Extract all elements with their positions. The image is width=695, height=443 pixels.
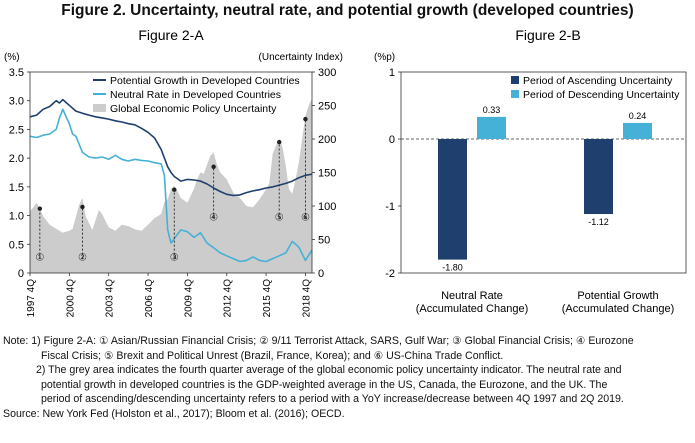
note-1-cont: Fiscal Crisis; ⑤ Brexit and Political Un… [41,349,504,362]
x-tick-label: 1997 4Q [26,279,37,318]
left-tick-label: 1.0 [9,211,24,223]
x-tick-label: 2009 4Q [183,279,194,318]
potential-growth-line [29,98,313,197]
b-tick-label: 0 [389,134,395,146]
left-tick-label: 2.0 [9,153,24,165]
left-tick-label: 3.0 [9,96,24,108]
right-tick-label: 100 [318,201,336,213]
left-tick-label: 1.5 [9,182,24,194]
event-label: ④ [209,212,218,223]
figure-title: Figure 2. Uncertainty, neutral rate, and… [61,2,634,19]
left-tick-label: 0 [18,268,24,280]
event-label: ① [35,253,44,264]
right-tick-label: 0 [318,268,324,280]
left-tick-label: 2.5 [9,124,24,136]
note-1: Note: 1) Figure 2-A: ① Asian/Russian Fin… [3,335,634,347]
legend-uncertainty-swatch [93,104,106,112]
x-tick-label: 2006 4Q [144,279,155,318]
left-tick-label: 0.5 [9,239,24,251]
legend-b-swatch [511,90,519,98]
legend-neutral-label: Neutral Rate in Developed Countries [110,89,281,101]
chart-a-right-unit: (Uncertainty Index) [259,52,343,63]
legend-b-swatch [511,76,519,84]
category-label: Neutral Rate [441,290,503,302]
legend-b-label: Period of Ascending Uncertainty [523,75,673,87]
left-tick-label: 3.5 [9,67,24,79]
event-label: ⑥ [301,212,310,223]
chart-b-frame [400,71,687,274]
category-label: Potential Growth [577,290,658,302]
bar-value-label: -1.12 [588,217,609,227]
event-dot [211,164,216,169]
event-dot [172,187,177,192]
right-tick-label: 300 [318,67,336,79]
x-tick-label: 2000 4Q [65,279,76,318]
x-tick-label: 2015 4Q [262,279,273,318]
x-tick-label: 2003 4Q [105,279,116,318]
event-label: ⑤ [275,212,284,223]
figure-notes: Note: 1) Figure 2-A: ① Asian/Russian Fin… [3,334,693,422]
event-dot [277,139,282,145]
x-tick-label: 2012 4Q [223,279,234,318]
uncertainty-area [30,98,312,273]
bar-ascending [438,139,467,260]
b-tick-label: -2 [385,268,395,280]
chart-b-title: Figure 2-B [515,27,580,43]
legend-potential-label: Potential Growth in Developed Countries [110,75,300,87]
source-note: Source: New York Fed (Holston et al., 20… [3,407,345,420]
charts-svg: Figure 2-A (%) (Uncertainty Index) 0 0.5 1.0 1… [4,27,687,318]
event-dot [80,204,85,210]
category-label: (Accumulated Change) [562,303,675,315]
bar-ascending [584,139,613,215]
neutral-rate-line [29,108,313,263]
note-2: 2) The grey area indicates the fourth qu… [36,364,622,377]
event-dot [37,206,43,211]
right-tick-label: 50 [318,235,330,247]
bar-descending [477,116,506,139]
b-tick-label: 1 [389,67,395,79]
chart-b-unit: (%p) [374,52,395,63]
bar-descending [623,122,652,139]
bar-value-label: 0.24 [629,111,647,121]
bar-value-label: 0.33 [483,105,501,115]
chart-a-left-unit: (%) [4,52,20,63]
b-tick-label: -1 [385,201,395,213]
event-label: ② [78,253,87,264]
x-tick-label: 2018 4Q [301,279,312,318]
note-2-cont: potential growth in developed countries … [41,378,608,391]
note-2-cont2: period of ascending/descending uncertain… [41,393,624,406]
event-label: ③ [170,253,179,264]
bar-value-label: -1.80 [442,263,463,273]
right-tick-label: 200 [318,134,336,146]
right-tick-label: 150 [318,168,336,180]
chart-a-title: Figure 2-A [138,27,204,43]
event-dot [303,116,308,122]
legend-b-label: Period of Descending Uncertainty [523,89,680,101]
right-tick-label: 250 [318,101,336,113]
legend-uncertainty-label: Global Economic Policy Uncertainty [110,103,277,115]
category-label: (Accumulated Change) [416,303,529,315]
